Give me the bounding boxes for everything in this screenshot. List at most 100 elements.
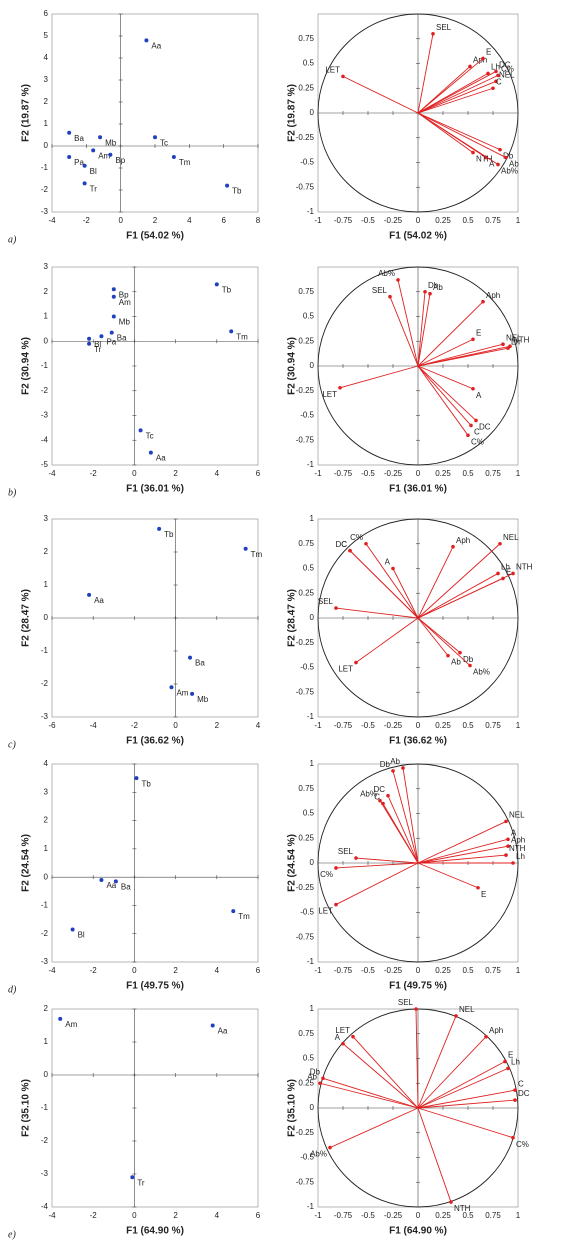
vector	[417, 347, 509, 367]
x-tick-label: -0.5	[361, 721, 375, 730]
vector-label: C%	[350, 533, 363, 542]
vector	[417, 112, 501, 151]
vector	[417, 112, 474, 153]
y-tick-label: -0.75	[296, 435, 315, 444]
y-tick-label: 4	[44, 759, 49, 768]
x-tick-label: 0	[132, 966, 137, 975]
vector-tip	[481, 56, 485, 61]
point	[138, 428, 143, 433]
point	[82, 181, 87, 186]
x-tick-label: -0.75	[334, 721, 353, 730]
x-tick-label: 0.75	[485, 1211, 501, 1220]
vector-label: SEL	[398, 998, 414, 1007]
vector-tip	[496, 73, 500, 78]
vector	[417, 617, 471, 666]
vector-label: A	[385, 558, 391, 567]
x-tick-label: -2	[131, 721, 139, 730]
unit-circle	[317, 763, 519, 963]
point-label: Tm	[251, 550, 263, 559]
vector-tip	[381, 801, 385, 806]
point	[67, 155, 72, 159]
vector-tip	[476, 885, 480, 890]
vector-tip	[511, 1135, 515, 1140]
y-tick-label: -2	[41, 386, 49, 395]
vector-tip	[401, 766, 405, 770]
y-tick-label: 5	[44, 31, 49, 40]
vector-tip	[414, 1007, 418, 1011]
vector-label: Lh	[501, 563, 510, 572]
point-label: Mb	[119, 318, 131, 327]
vector-label: NEL	[506, 333, 522, 342]
vector-label: Ab%	[501, 167, 518, 176]
unit-circle	[317, 266, 519, 466]
vector	[355, 857, 419, 864]
vector-tip	[471, 386, 475, 391]
vector-label: Ab%	[473, 668, 490, 677]
x-tick-label: -2	[90, 1211, 98, 1220]
y-tick-label: -0.5	[300, 158, 314, 167]
y-tick-label: -1	[307, 957, 315, 966]
point-label: Ba	[117, 334, 127, 343]
point	[225, 183, 230, 188]
y-tick-label: 1	[44, 1037, 49, 1046]
y-tick-label: 2	[44, 547, 49, 556]
vector	[335, 607, 419, 619]
x-tick-label: -1	[314, 469, 322, 478]
point	[171, 155, 176, 159]
point-label: Pa	[106, 337, 116, 346]
vector-label: A	[489, 160, 495, 169]
y-tick-label: 0.25	[298, 83, 314, 92]
vector	[352, 1036, 419, 1109]
y-tick-label: 1	[44, 580, 49, 589]
vector-tip	[494, 79, 498, 84]
vector-label: LET	[318, 907, 333, 916]
panel-label: e)	[8, 1229, 16, 1240]
point-label: Tb	[222, 285, 232, 294]
x-axis-title: F1 (36.01 %)	[126, 484, 184, 495]
vector-tip	[354, 856, 358, 860]
y-tick-label: -3	[41, 957, 49, 966]
point-label: Tc	[160, 138, 168, 147]
x-tick-label: 0.25	[435, 721, 451, 730]
vector-label: Ab	[390, 757, 400, 766]
vector-label: C	[341, 540, 347, 549]
point-label: Tr	[137, 1178, 145, 1187]
x-tick-label: -0.25	[384, 1211, 403, 1220]
y-tick-label: 1	[44, 844, 49, 853]
x-tick-label: 0	[416, 966, 421, 975]
point	[87, 336, 92, 341]
vector-tip	[341, 1041, 345, 1046]
vector	[417, 301, 484, 367]
vector-label: E	[506, 568, 511, 577]
vector-label: LET	[322, 390, 337, 399]
point-label: Am	[176, 688, 188, 697]
x-tick-label: 0	[132, 1211, 137, 1220]
vector	[339, 365, 419, 389]
x-tick-label: -0.25	[384, 469, 403, 478]
vector-tip	[431, 32, 435, 36]
vector-label: Ab%	[310, 1150, 327, 1159]
y-tick-label: -0.75	[296, 1177, 315, 1186]
x-tick-label: 2	[173, 469, 178, 478]
y-axis-title: F2 (35.10 %)	[21, 1079, 32, 1137]
y-tick-label: -1	[41, 163, 49, 172]
x-tick-label: 0	[416, 721, 421, 730]
vector-label: NTH	[476, 155, 493, 164]
vector-tip	[513, 1098, 517, 1102]
y-tick-label: -0.75	[296, 687, 315, 696]
vector	[417, 546, 454, 619]
vector-tip	[506, 346, 510, 350]
vector-tip	[354, 660, 358, 665]
vector-tip	[318, 1081, 322, 1086]
vector	[417, 617, 461, 653]
vector	[417, 821, 507, 864]
vector-label: Ab%	[378, 269, 395, 278]
vector-label: E	[476, 328, 481, 337]
y-axis-title: F2 (24.54 %)	[287, 834, 298, 892]
point-label: Ba	[195, 659, 205, 668]
point-label: Aa	[218, 1027, 228, 1036]
x-tick-label: -1	[314, 1211, 322, 1220]
vector-label: Ab	[307, 1072, 317, 1081]
x-tick-label: 6	[256, 1211, 261, 1220]
point	[134, 776, 139, 781]
